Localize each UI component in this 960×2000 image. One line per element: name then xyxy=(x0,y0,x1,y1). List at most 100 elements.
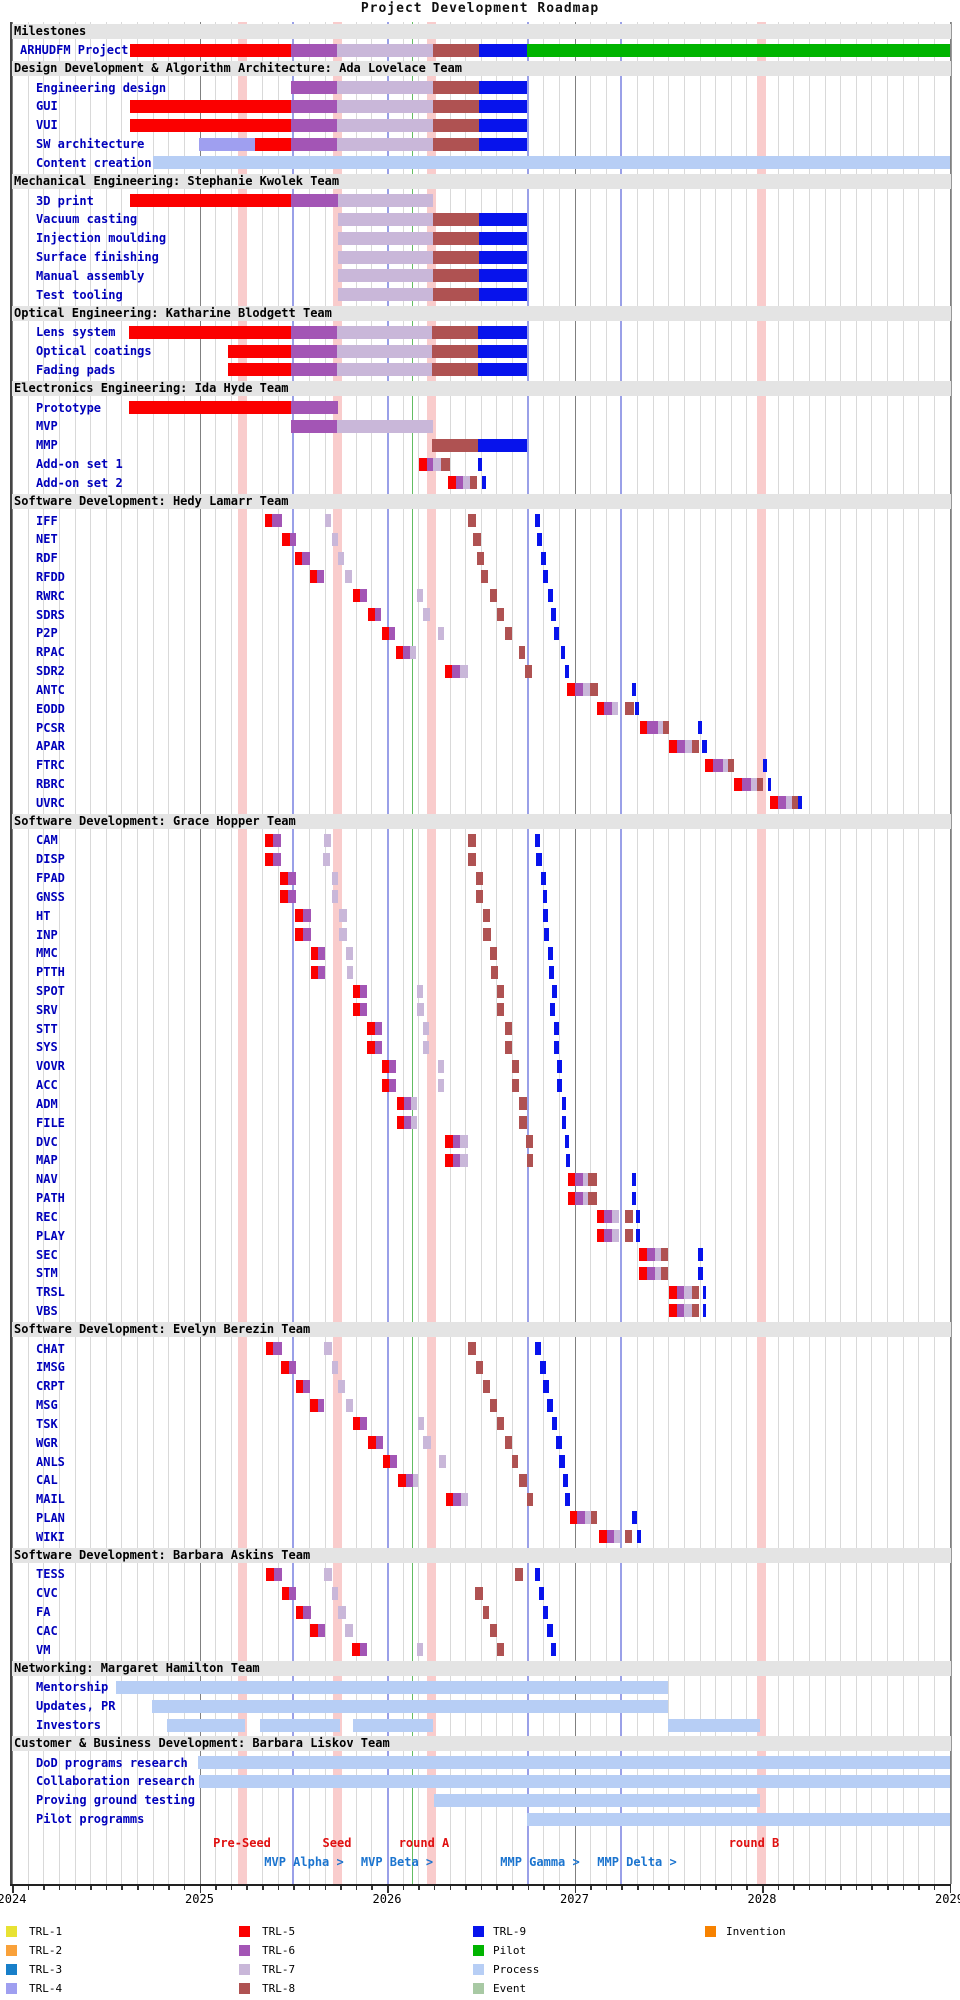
gantt-bar[interactable] xyxy=(432,344,478,358)
gantt-bar[interactable] xyxy=(272,514,282,528)
gantt-bar[interactable] xyxy=(338,194,433,208)
gantt-bar[interactable] xyxy=(625,1530,632,1544)
gantt-bar[interactable] xyxy=(382,1059,389,1073)
gantt-bar[interactable] xyxy=(353,1003,360,1017)
gantt-bar[interactable] xyxy=(583,683,590,697)
gantt-bar[interactable] xyxy=(491,965,498,979)
gantt-bar[interactable] xyxy=(490,1624,497,1638)
gantt-bar[interactable] xyxy=(332,871,338,885)
gantt-bar[interactable] xyxy=(647,1266,655,1280)
gantt-bar[interactable] xyxy=(479,137,527,151)
gantt-bar[interactable] xyxy=(544,928,549,942)
gantt-bar[interactable] xyxy=(337,81,433,95)
gantt-bar[interactable] xyxy=(479,250,527,264)
gantt-bar[interactable] xyxy=(291,194,338,208)
gantt-bar[interactable] xyxy=(280,890,288,904)
gantt-bar[interactable] xyxy=(403,645,410,659)
gantt-bar[interactable] xyxy=(291,118,337,132)
gantt-bar[interactable] xyxy=(661,1266,668,1280)
gantt-bar[interactable] xyxy=(130,194,291,208)
gantt-bar[interactable] xyxy=(625,1210,633,1224)
gantt-bar[interactable] xyxy=(505,1022,512,1036)
gantt-bar[interactable] xyxy=(445,664,452,678)
gantt-bar[interactable] xyxy=(636,1210,640,1224)
gantt-bar[interactable] xyxy=(519,1116,527,1130)
gantt-bar[interactable] xyxy=(698,1266,703,1280)
gantt-bar[interactable] xyxy=(337,137,433,151)
gantt-bar[interactable] xyxy=(338,231,433,245)
gantt-bar[interactable] xyxy=(612,1229,619,1243)
gantt-bar[interactable] xyxy=(360,1003,367,1017)
gantt-bar[interactable] xyxy=(661,1248,668,1261)
gantt-bar[interactable] xyxy=(453,1153,460,1167)
gantt-bar[interactable] xyxy=(655,1248,661,1261)
gantt-bar[interactable] xyxy=(734,777,742,791)
gantt-bar[interactable] xyxy=(423,1436,431,1450)
gantt-bar[interactable] xyxy=(441,457,450,471)
gantt-bar[interactable] xyxy=(273,833,281,847)
gantt-bar[interactable] xyxy=(519,645,525,659)
gantt-bar[interactable] xyxy=(281,1360,289,1374)
gantt-bar[interactable] xyxy=(625,1229,633,1243)
gantt-bar[interactable] xyxy=(763,758,767,772)
gantt-bar[interactable] xyxy=(273,1342,282,1356)
gantt-bar[interactable] xyxy=(310,570,317,584)
gantt-bar[interactable] xyxy=(383,1455,390,1469)
gantt-bar[interactable] xyxy=(152,1699,668,1713)
gantt-bar[interactable] xyxy=(433,81,479,95)
gantt-bar[interactable] xyxy=(338,1605,346,1619)
gantt-bar[interactable] xyxy=(339,928,347,942)
gantt-bar[interactable] xyxy=(604,1229,612,1243)
gantt-bar[interactable] xyxy=(490,1398,497,1412)
gantt-bar[interactable] xyxy=(389,1078,396,1092)
gantt-bar[interactable] xyxy=(798,796,802,810)
gantt-bar[interactable] xyxy=(303,928,311,942)
gantt-bar[interactable] xyxy=(647,1248,655,1261)
gantt-bar[interactable] xyxy=(556,1436,562,1450)
event-band[interactable] xyxy=(427,22,436,1884)
gantt-bar[interactable] xyxy=(543,570,548,584)
gantt-bar[interactable] xyxy=(295,551,302,565)
gantt-bar[interactable] xyxy=(382,626,389,640)
gantt-bar[interactable] xyxy=(433,250,479,264)
gantt-bar[interactable] xyxy=(337,99,433,113)
gantt-bar[interactable] xyxy=(477,551,484,565)
gantt-bar[interactable] xyxy=(338,269,433,283)
gantt-bar[interactable] xyxy=(588,1172,597,1186)
gantt-bar[interactable] xyxy=(548,946,553,960)
gantt-bar[interactable] xyxy=(419,457,427,471)
gantt-bar[interactable] xyxy=(280,871,288,885)
gantt-bar[interactable] xyxy=(575,1172,583,1186)
gantt-bar[interactable] xyxy=(543,909,548,923)
gantt-bar[interactable] xyxy=(347,965,353,979)
gantt-bar[interactable] xyxy=(353,589,360,603)
gantt-bar[interactable] xyxy=(723,758,728,772)
gantt-bar[interactable] xyxy=(311,946,318,960)
gantt-bar[interactable] xyxy=(318,965,325,979)
gantt-bar[interactable] xyxy=(597,1210,604,1224)
gantt-bar[interactable] xyxy=(446,1492,453,1506)
gantt-bar[interactable] xyxy=(289,1586,296,1600)
gantt-bar[interactable] xyxy=(433,137,479,151)
gantt-bar[interactable] xyxy=(607,1530,614,1544)
gantt-bar[interactable] xyxy=(324,1567,332,1581)
gantt-bar[interactable] xyxy=(527,43,950,57)
gantt-bar[interactable] xyxy=(332,890,338,904)
event-band[interactable] xyxy=(238,22,247,1884)
gantt-bar[interactable] xyxy=(397,1116,404,1130)
gantt-bar[interactable] xyxy=(303,1379,310,1393)
gantt-bar[interactable] xyxy=(549,965,554,979)
gantt-bar[interactable] xyxy=(557,1059,562,1073)
gantt-bar[interactable] xyxy=(418,1417,424,1431)
gantt-bar[interactable] xyxy=(432,363,478,377)
gantt-bar[interactable] xyxy=(588,1191,597,1205)
gantt-bar[interactable] xyxy=(468,852,476,866)
gantt-bar[interactable] xyxy=(515,1567,523,1581)
gantt-bar[interactable] xyxy=(590,683,598,697)
gantt-bar[interactable] xyxy=(597,1229,604,1243)
gantt-bar[interactable] xyxy=(527,1492,533,1506)
gantt-bar[interactable] xyxy=(198,1756,950,1770)
gantt-bar[interactable] xyxy=(702,739,707,753)
gantt-bar[interactable] xyxy=(337,344,432,358)
gantt-bar[interactable] xyxy=(543,1605,548,1619)
